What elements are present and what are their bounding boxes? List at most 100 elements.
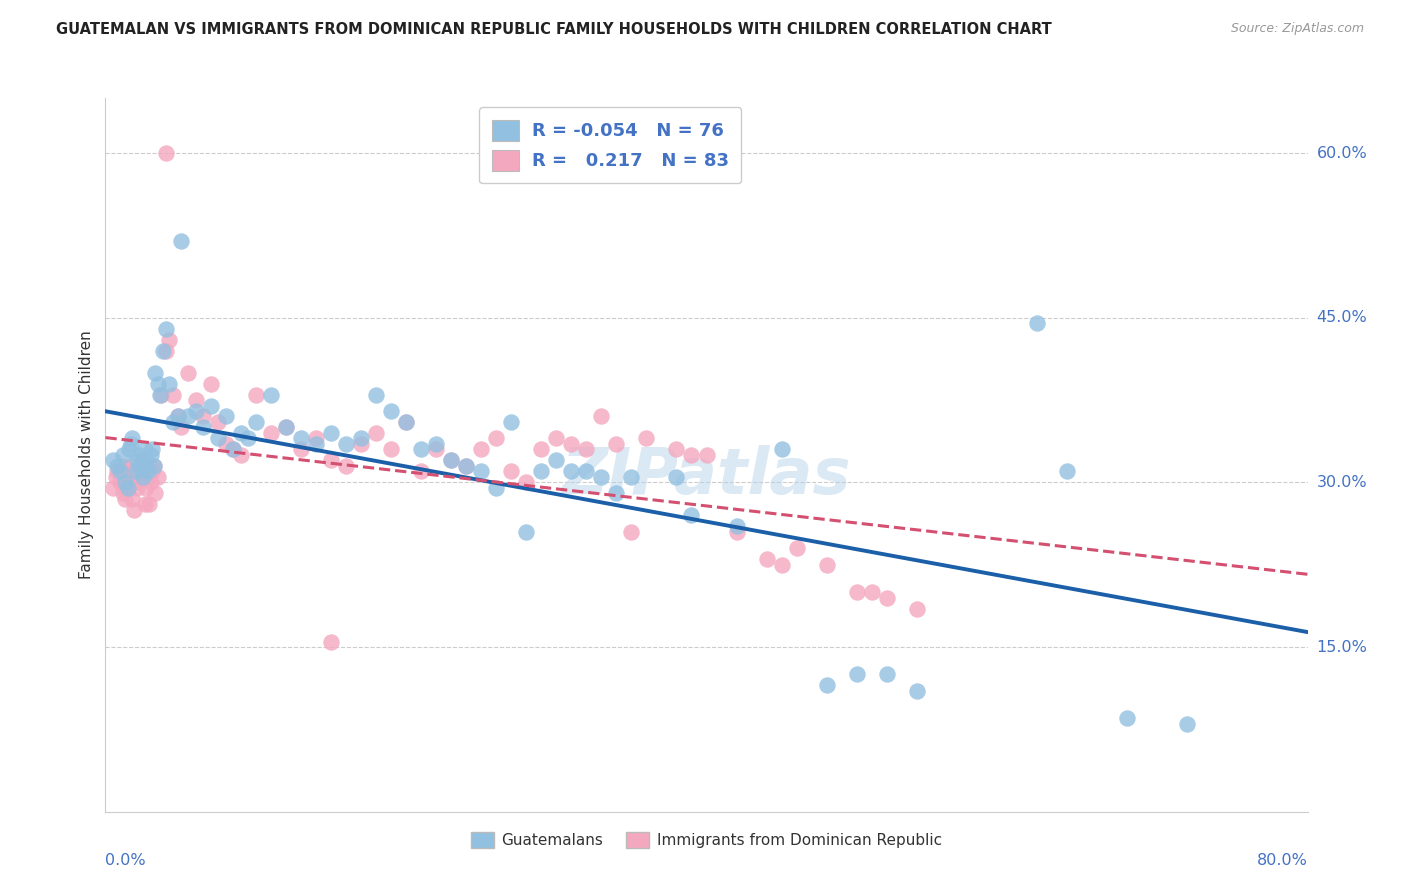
Point [274, 420, 297, 434]
Point [409, 442, 432, 457]
Point [665, 442, 688, 457]
Point [124, 464, 146, 478]
Point [118, 464, 141, 478]
Point [681, 448, 703, 462]
Point [470, 464, 492, 478]
Point [319, 634, 342, 648]
Point [1175, 717, 1198, 731]
Point [104, 470, 127, 484]
Point [112, 486, 135, 500]
Point [169, 420, 191, 434]
Point [335, 458, 357, 473]
Point [380, 442, 402, 457]
Point [515, 475, 537, 490]
Point [139, 448, 162, 462]
Point [560, 437, 582, 451]
Point [200, 399, 222, 413]
Text: Source: ZipAtlas.com: Source: ZipAtlas.com [1230, 22, 1364, 36]
Point [214, 409, 236, 424]
Text: ZIPatlas: ZIPatlas [562, 445, 851, 508]
Point [139, 475, 162, 490]
Point [636, 432, 658, 446]
Point [470, 442, 492, 457]
Point [260, 387, 283, 401]
Point [131, 453, 153, 467]
Point [162, 415, 184, 429]
Point [620, 524, 643, 539]
Point [152, 343, 174, 358]
Point [135, 481, 157, 495]
Text: 60.0%: 60.0% [1316, 145, 1368, 161]
Point [169, 234, 191, 248]
Point [222, 442, 245, 457]
Point [845, 585, 868, 599]
Point [110, 464, 132, 478]
Text: 45.0%: 45.0% [1316, 310, 1368, 326]
Point [905, 601, 928, 615]
Point [454, 458, 477, 473]
Point [575, 464, 598, 478]
Point [120, 458, 142, 473]
Point [125, 481, 148, 495]
Point [157, 333, 180, 347]
Point [177, 409, 200, 424]
Point [148, 387, 170, 401]
Point [485, 432, 508, 446]
Point [620, 470, 643, 484]
Point [305, 432, 328, 446]
Point [501, 464, 523, 478]
Point [117, 470, 139, 484]
Point [143, 366, 166, 380]
Point [229, 425, 252, 440]
Point [141, 442, 163, 457]
Point [142, 458, 165, 473]
Point [319, 453, 342, 467]
Point [118, 442, 141, 457]
Point [395, 415, 418, 429]
Point [166, 409, 188, 424]
Point [454, 458, 477, 473]
Point [141, 464, 163, 478]
Point [115, 481, 138, 495]
Point [128, 470, 150, 484]
Point [501, 415, 523, 429]
Y-axis label: Family Households with Children: Family Households with Children [79, 331, 94, 579]
Point [229, 448, 252, 462]
Text: GUATEMALAN VS IMMIGRANTS FROM DOMINICAN REPUBLIC FAMILY HOUSEHOLDS WITH CHILDREN: GUATEMALAN VS IMMIGRANTS FROM DOMINICAN … [56, 22, 1052, 37]
Point [350, 437, 373, 451]
Point [305, 437, 328, 451]
Point [124, 475, 146, 490]
Point [290, 442, 312, 457]
Text: 0.0%: 0.0% [105, 854, 146, 869]
Point [546, 453, 568, 467]
Point [120, 437, 142, 451]
Point [132, 470, 155, 484]
Point [101, 481, 124, 495]
Point [546, 432, 568, 446]
Point [155, 321, 177, 335]
Point [755, 552, 778, 566]
Point [110, 475, 132, 490]
Point [770, 442, 793, 457]
Point [184, 404, 207, 418]
Point [136, 464, 159, 478]
Point [121, 432, 143, 446]
Point [440, 453, 463, 467]
Point [125, 453, 148, 467]
Point [605, 437, 627, 451]
Point [605, 486, 627, 500]
Point [146, 376, 169, 391]
Point [425, 437, 447, 451]
Point [132, 458, 155, 473]
Point [101, 453, 124, 467]
Point [681, 508, 703, 523]
Point [207, 432, 229, 446]
Point [335, 437, 357, 451]
Point [770, 558, 793, 572]
Point [114, 475, 136, 490]
Point [485, 481, 508, 495]
Point [260, 425, 283, 440]
Point [146, 470, 169, 484]
Point [155, 343, 177, 358]
Point [364, 425, 387, 440]
